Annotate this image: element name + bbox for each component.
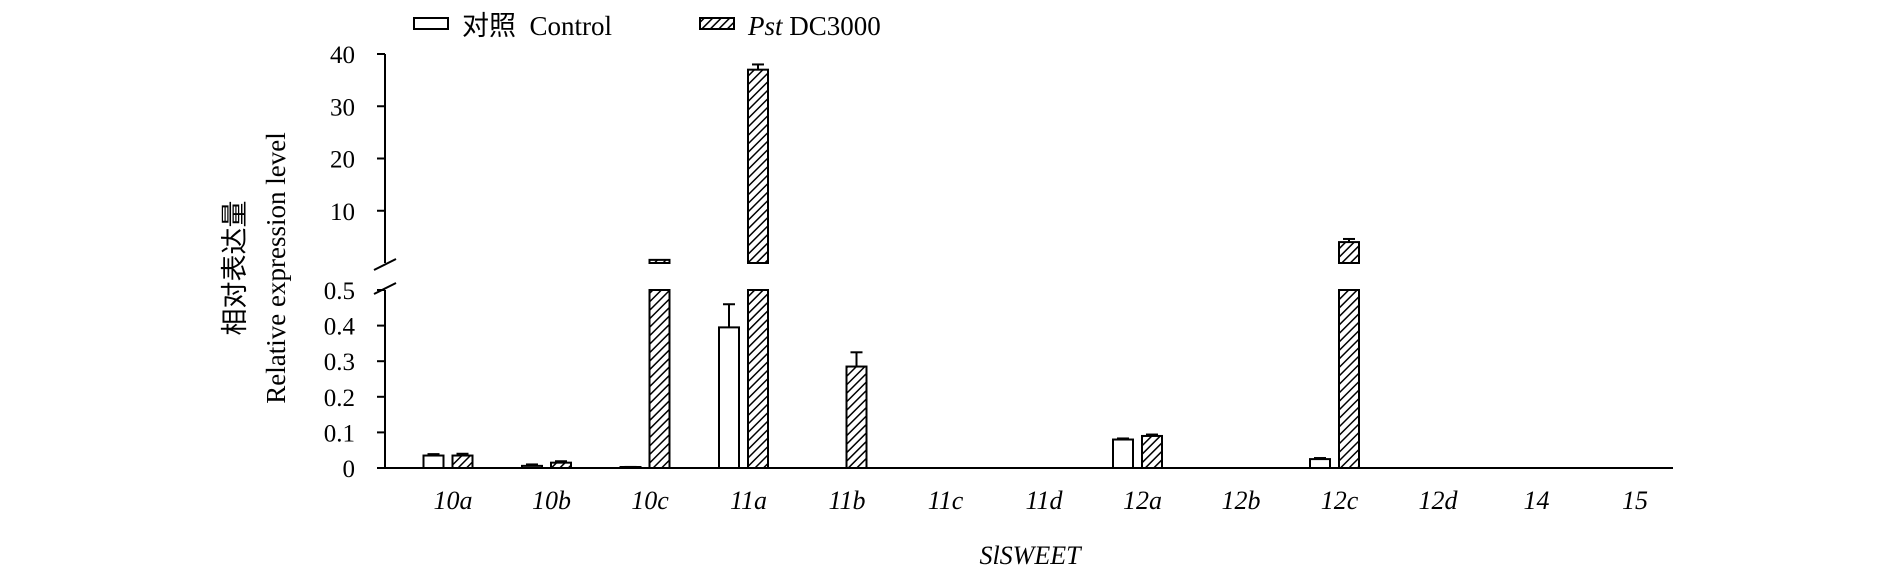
y-tick-label: 0 — [343, 456, 356, 483]
y-axis-title-en: Relative expression level — [261, 132, 291, 403]
x-category-label: 12a — [1123, 486, 1162, 515]
error-bar — [1117, 437, 1129, 440]
legend-label-control: 对照 Control — [462, 11, 612, 41]
legend-label-pst-rest: DC3000 — [783, 11, 881, 41]
x-category-label: 10b — [532, 486, 571, 515]
axis-break-mark-lower — [373, 282, 397, 295]
x-category-label: 10a — [434, 486, 473, 515]
error-bar — [555, 460, 567, 463]
x-category-label: 10c — [631, 486, 669, 515]
y-tick-label: 40 — [330, 42, 355, 69]
x-category-label: 11d — [1025, 486, 1063, 515]
error-bar — [752, 63, 764, 70]
x-category-label: 12d — [1419, 486, 1459, 515]
y-tick-label: 0.1 — [324, 420, 355, 447]
y-axis-title-zh: 相对表达量 — [220, 201, 250, 336]
x-category-label: 12b — [1222, 486, 1261, 515]
bar — [648, 258, 671, 469]
x-category-label: 11c — [928, 486, 964, 515]
legend-swatch-pst — [699, 17, 735, 30]
axes — [373, 54, 1673, 469]
bar — [747, 63, 769, 469]
bar — [521, 463, 543, 470]
legend: 对照 Control Pst DC3000 — [413, 11, 881, 41]
y-tick-label: 0.5 — [324, 278, 355, 305]
x-category-label: 12c — [1321, 486, 1359, 515]
error-bar — [1146, 433, 1158, 436]
x-category-label: 11a — [730, 486, 767, 515]
x-category-label: 15 — [1622, 486, 1648, 515]
y-tick-label: 0.2 — [324, 385, 355, 412]
x-category-label: 11b — [828, 486, 865, 515]
error-bar — [456, 452, 469, 456]
bar — [1112, 437, 1134, 469]
bar — [422, 453, 445, 470]
error-bar — [1343, 237, 1355, 243]
axis-break-mark-upper — [373, 258, 397, 271]
error-bar — [526, 463, 538, 466]
bar — [1338, 237, 1360, 469]
bar — [451, 452, 474, 470]
x-axis-title: SlSWEET — [979, 541, 1082, 570]
error-bar — [1314, 457, 1326, 460]
error-bar — [427, 453, 440, 456]
y-tick-label: 20 — [330, 147, 355, 174]
bar — [550, 460, 572, 470]
x-category-label: 14 — [1524, 486, 1550, 515]
legend-label-pst: Pst DC3000 — [747, 11, 881, 41]
y-tick-label: 0.4 — [324, 314, 356, 341]
bars — [422, 63, 1360, 470]
y-tick-label: 30 — [330, 94, 355, 121]
x-categories: 10a 10b 10c 11a 11b 11c 11d 12a 12b 12c 12d 14 15 — [434, 486, 1649, 515]
bar — [845, 351, 868, 470]
legend-label-pst-italic: Pst — [747, 11, 784, 41]
bar — [1141, 433, 1163, 469]
error-bar — [850, 351, 863, 367]
y-tick-label: 0.3 — [324, 349, 355, 376]
bar — [1309, 457, 1331, 470]
bar — [619, 465, 642, 469]
y-ticks: 0 0.1 0.2 0.3 0.4 0.5 10 20 30 40 — [324, 42, 385, 483]
bar — [718, 303, 740, 469]
error-bar — [723, 303, 735, 328]
legend-swatch-control — [413, 17, 449, 30]
y-tick-label: 10 — [330, 199, 355, 226]
